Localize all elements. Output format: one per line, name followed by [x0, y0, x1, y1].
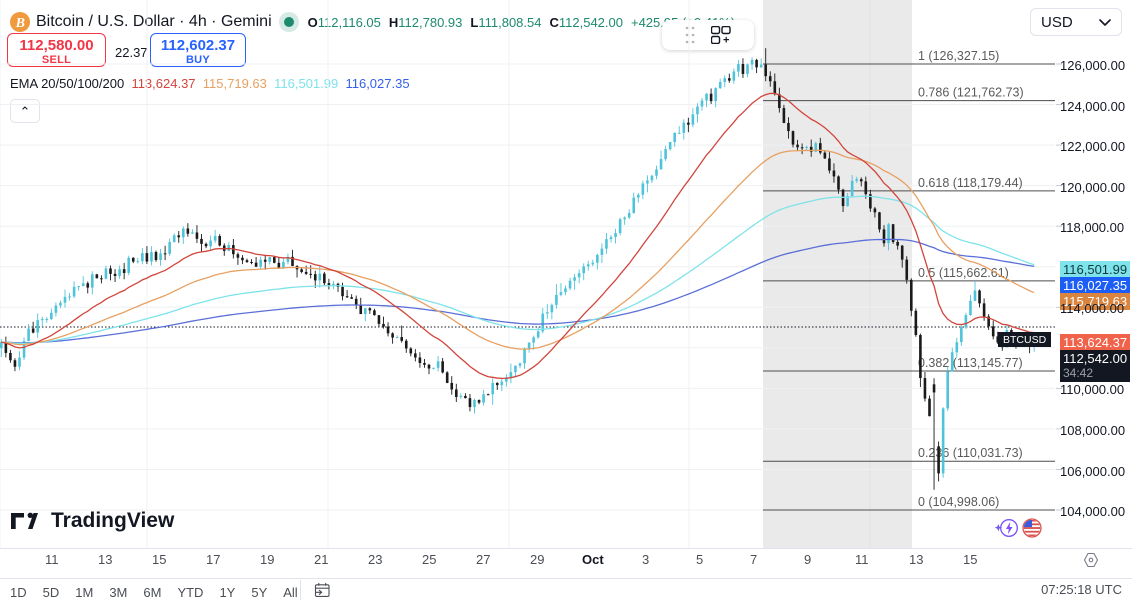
svg-text:0 (104,998.06): 0 (104,998.06)	[918, 495, 999, 509]
svg-text:0.786 (121,762.73): 0.786 (121,762.73)	[918, 86, 1024, 100]
svg-text:0.618 (118,179.44): 0.618 (118,179.44)	[918, 176, 1023, 190]
svg-text:0.382 (113,145.77): 0.382 (113,145.77)	[918, 356, 1023, 370]
svg-text:1 (126,327.15): 1 (126,327.15)	[918, 49, 999, 63]
